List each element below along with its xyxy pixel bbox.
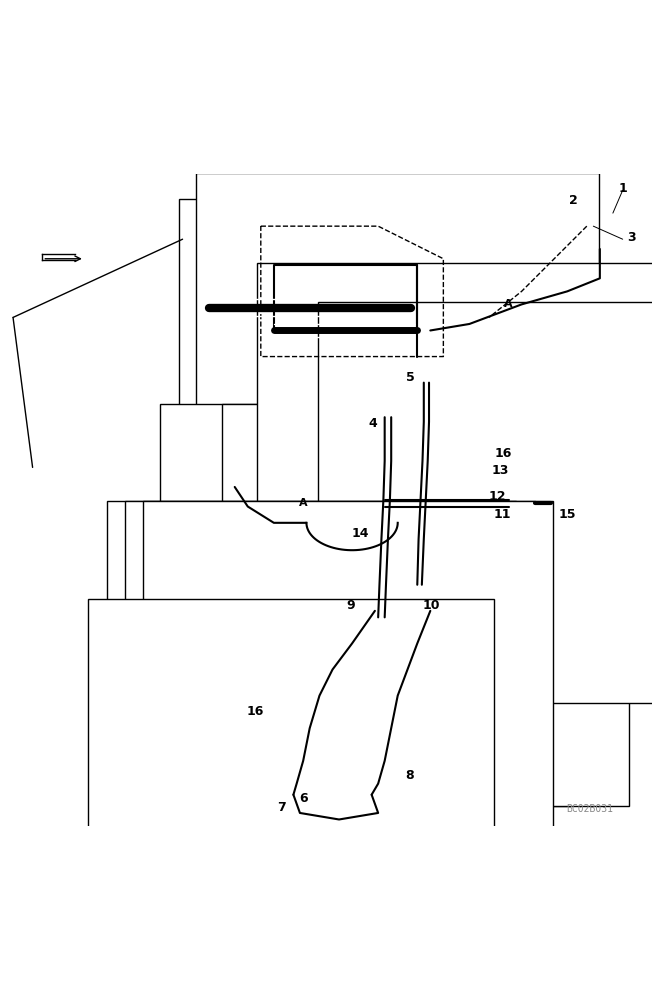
Text: A: A (299, 498, 308, 508)
Ellipse shape (254, 781, 306, 799)
Text: 6: 6 (299, 792, 308, 805)
Text: 16: 16 (247, 705, 264, 718)
FancyBboxPatch shape (222, 404, 629, 806)
Text: 15: 15 (559, 508, 576, 521)
FancyBboxPatch shape (107, 501, 516, 904)
FancyBboxPatch shape (179, 199, 597, 613)
Text: 13: 13 (492, 464, 509, 477)
FancyBboxPatch shape (318, 302, 652, 703)
Text: 3: 3 (627, 231, 636, 244)
FancyBboxPatch shape (143, 501, 553, 904)
Text: 5: 5 (406, 371, 415, 384)
FancyBboxPatch shape (394, 39, 652, 445)
Text: 1: 1 (618, 182, 627, 195)
Text: 14: 14 (351, 527, 368, 540)
Text: 16: 16 (495, 447, 512, 460)
Text: 8: 8 (405, 769, 414, 782)
Text: BC02B031: BC02B031 (566, 804, 613, 814)
FancyBboxPatch shape (160, 404, 567, 806)
Text: 10: 10 (423, 599, 440, 612)
FancyBboxPatch shape (125, 501, 535, 904)
FancyBboxPatch shape (196, 173, 599, 572)
Text: 2: 2 (569, 194, 578, 207)
FancyBboxPatch shape (88, 599, 494, 1000)
FancyBboxPatch shape (257, 263, 652, 666)
Text: 9: 9 (346, 599, 355, 612)
Text: 4: 4 (368, 417, 378, 430)
Ellipse shape (254, 791, 306, 809)
Text: 12: 12 (488, 490, 505, 503)
Text: 7: 7 (277, 801, 286, 814)
FancyBboxPatch shape (378, 1, 652, 418)
Text: A: A (504, 299, 513, 309)
Text: 11: 11 (494, 508, 511, 521)
